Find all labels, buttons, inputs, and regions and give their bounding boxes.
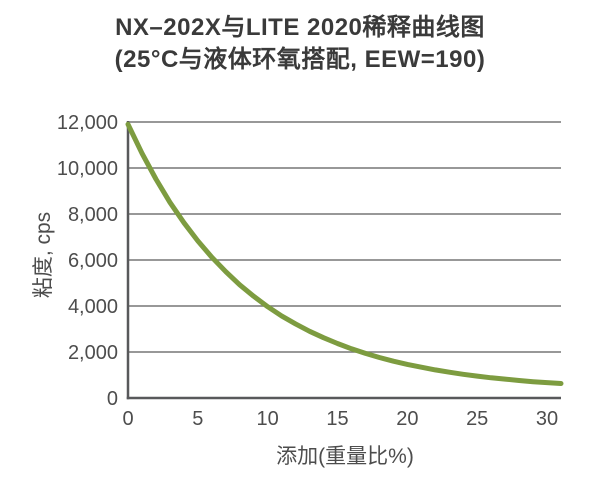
y-tick-label: 12,000 bbox=[57, 112, 118, 134]
x-axis-title: 添加(重量比%) bbox=[276, 445, 414, 468]
chart-title-line1: NX–202X与LITE 2020稀释曲线图 bbox=[115, 14, 485, 41]
x-tick-label: 30 bbox=[536, 408, 558, 430]
x-tick-label: 20 bbox=[396, 408, 418, 430]
x-tick-label: 0 bbox=[122, 408, 133, 430]
y-tick-label: 4,000 bbox=[68, 296, 118, 318]
y-tick-label: 6,000 bbox=[68, 250, 118, 272]
y-tick-label: 0 bbox=[107, 388, 118, 410]
dilution-curve bbox=[125, 121, 564, 386]
x-tick-label: 10 bbox=[257, 408, 279, 430]
y-tick-label: 8,000 bbox=[68, 204, 118, 226]
y-tick-label: 10,000 bbox=[57, 158, 118, 180]
chart-title-line2: (25°C与液体环氧搭配, EEW=190) bbox=[114, 46, 486, 73]
y-tick-label: 2,000 bbox=[68, 342, 118, 364]
chart-title: NX–202X与LITE 2020稀释曲线图 (25°C与液体环氧搭配, EEW… bbox=[0, 12, 600, 76]
x-tick-label: 25 bbox=[466, 408, 488, 430]
x-tick-label: 15 bbox=[326, 408, 348, 430]
x-tick-label: 5 bbox=[192, 408, 203, 430]
y-axis-title: 粘度, cps bbox=[32, 211, 55, 299]
